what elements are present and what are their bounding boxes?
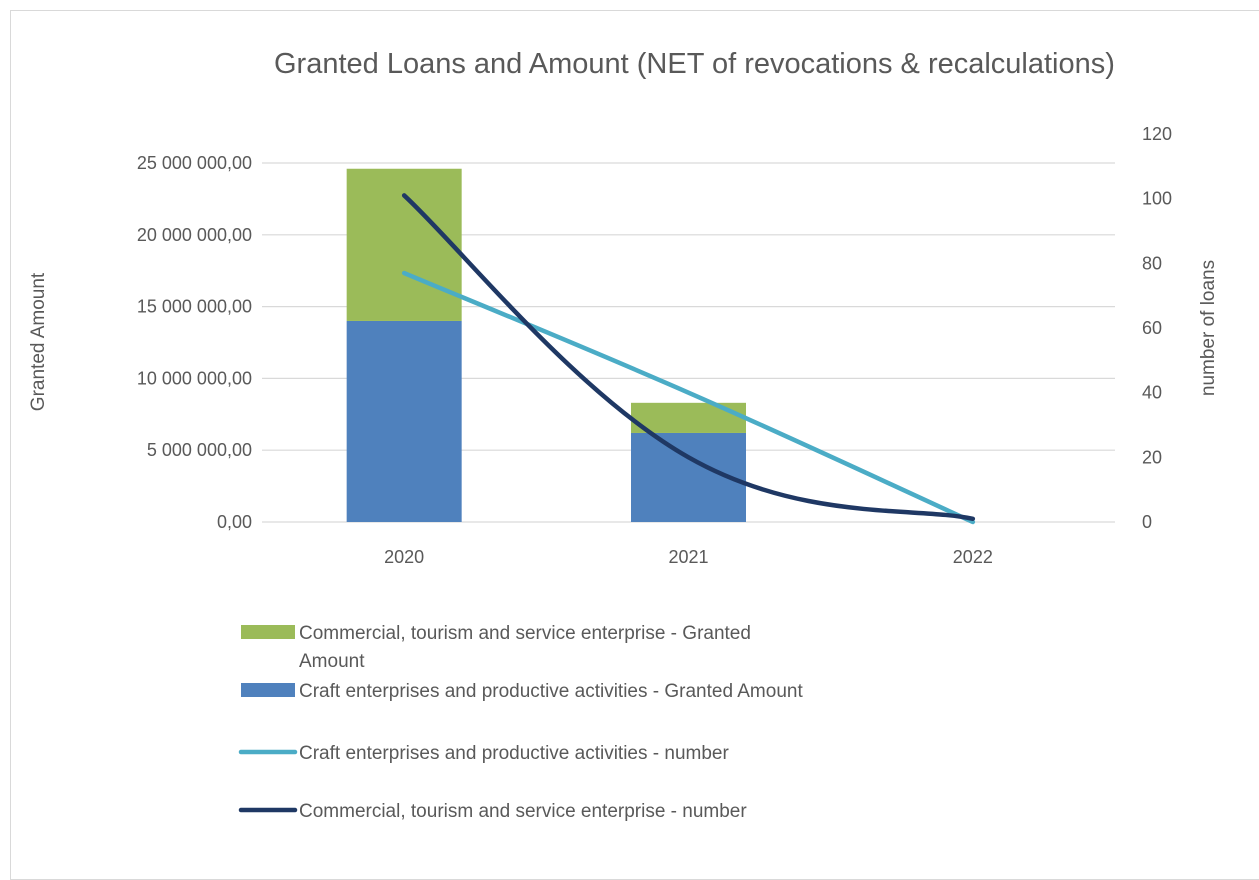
y2-axis: 0 20 40 60 80 100 120 [1142,124,1172,532]
y-tick-label: 15 000 000,00 [137,297,252,317]
bar-0-0 [346,320,462,522]
y-tick-label: 10 000 000,00 [137,368,252,388]
legend-swatch [241,683,295,697]
legend-label: Amount [299,651,365,672]
legend-label: Craft enterprises and productive activit… [299,743,729,764]
legend-label: Craft enterprises and productive activit… [299,681,803,702]
y-axis-title: Granted Amount [28,272,49,411]
x-tick-label: 2022 [953,547,993,567]
bars [346,168,746,522]
y2-tick-label: 120 [1142,124,1172,144]
y-tick-label: 0,00 [217,512,252,532]
y2-tick-label: 60 [1142,318,1162,338]
legend: Commercial, tourism and service enterpri… [238,623,803,822]
y-axis: 0,00 5 000 000,00 10 000 000,00 15 000 000,… [137,153,252,532]
bar-1-0 [346,168,462,321]
legend-swatch [241,625,295,639]
y2-axis-title: number of loans [1198,260,1219,396]
line-series-2 [401,270,976,525]
line-series-3 [401,193,976,522]
y-tick-label: 25 000 000,00 [137,153,252,173]
legend-item-0: Commercial, tourism and service enterpri… [241,623,751,672]
legend-item-3: Commercial, tourism and service enterpri… [238,801,747,822]
y-tick-label: 20 000 000,00 [137,225,252,245]
x-axis: 2020 2021 2022 [384,547,993,567]
legend-label: Commercial, tourism and service enterpri… [299,623,751,644]
y2-tick-label: 20 [1142,447,1162,467]
y2-tick-label: 40 [1142,383,1162,403]
bar-1-1 [631,402,746,433]
legend-item-2: Craft enterprises and productive activit… [238,743,729,764]
legend-item-1: Craft enterprises and productive activit… [241,681,803,702]
y-tick-label: 5 000 000,00 [147,440,252,460]
lines [401,193,976,525]
x-tick-label: 2021 [668,547,708,567]
y2-tick-label: 0 [1142,512,1152,532]
chart: Granted Loans and Amount (NET of revocat… [28,48,1219,822]
y2-tick-label: 80 [1142,253,1162,273]
chart-title: Granted Loans and Amount (NET of revocat… [274,48,1115,80]
x-tick-label: 2020 [384,547,424,567]
legend-label: Commercial, tourism and service enterpri… [299,801,747,822]
y2-tick-label: 100 [1142,189,1172,209]
